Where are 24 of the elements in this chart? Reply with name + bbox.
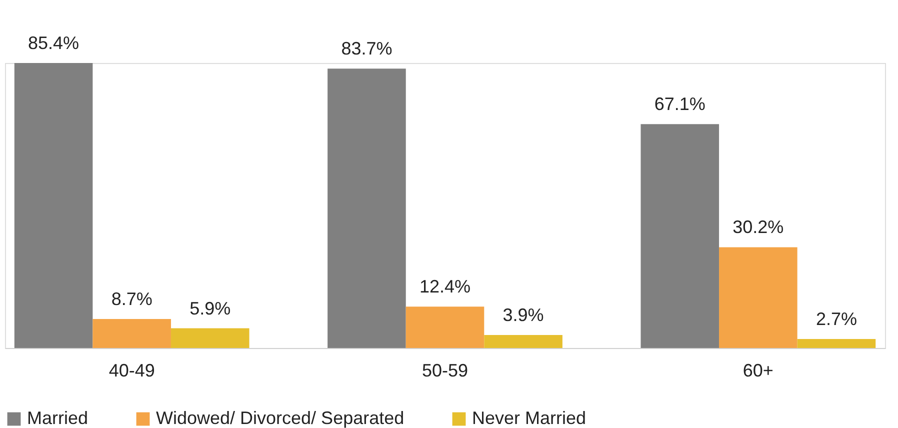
data-label: 2.7% bbox=[816, 308, 857, 329]
bar bbox=[719, 247, 798, 348]
data-label: 5.9% bbox=[190, 298, 231, 318]
bar bbox=[406, 306, 484, 348]
data-label: 85.4% bbox=[28, 33, 80, 53]
x-tick-label: 40-49 bbox=[108, 360, 155, 380]
bar bbox=[797, 338, 876, 348]
x-tick-label: 50-59 bbox=[422, 360, 468, 380]
legend-label: Married bbox=[27, 408, 88, 428]
legend-label: Widowed/ Divorced/ Separated bbox=[156, 408, 404, 428]
data-label: 83.7% bbox=[341, 38, 392, 59]
bar bbox=[170, 328, 250, 348]
bar bbox=[640, 124, 720, 348]
legend-label: Never Married bbox=[472, 408, 586, 428]
bar bbox=[484, 334, 562, 348]
data-label: 30.2% bbox=[732, 217, 784, 238]
bar bbox=[328, 68, 406, 348]
data-label: 3.9% bbox=[502, 304, 544, 325]
x-tick-label: 60+ bbox=[742, 360, 774, 380]
data-label: 8.7% bbox=[111, 288, 152, 309]
data-label: 67.1% bbox=[654, 94, 706, 114]
data-label: 12.4% bbox=[419, 276, 471, 297]
bar bbox=[14, 63, 93, 348]
bar bbox=[92, 318, 171, 348]
